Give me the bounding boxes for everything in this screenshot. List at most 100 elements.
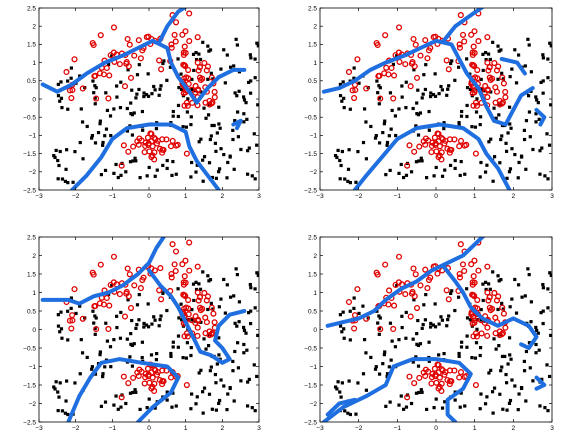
red-point: [496, 101, 503, 108]
red-point: [138, 137, 145, 144]
black-point: [397, 107, 401, 111]
red-point: [469, 49, 476, 56]
black-point: [485, 163, 489, 167]
y-tick-label: −0.5: [304, 115, 317, 122]
black-point: [440, 174, 445, 178]
black-point: [101, 372, 105, 376]
black-point: [535, 328, 539, 333]
black-point: [233, 91, 237, 95]
black-point: [137, 63, 141, 67]
black-point: [217, 401, 221, 406]
red-point: [131, 282, 138, 289]
black-point: [80, 120, 85, 124]
black-point: [546, 177, 550, 181]
black-point: [235, 273, 239, 277]
red-point: [183, 150, 190, 157]
black-point: [152, 315, 156, 319]
black-point: [244, 331, 248, 335]
black-point: [387, 134, 391, 138]
black-point: [465, 114, 469, 119]
red-point: [422, 372, 429, 380]
black-point: [201, 158, 205, 162]
black-point: [140, 340, 145, 344]
black-point: [206, 113, 211, 117]
black-point: [483, 170, 488, 174]
x-tick-label: 0: [147, 193, 151, 200]
black-point: [487, 371, 491, 375]
black-point: [228, 385, 232, 390]
black-point: [231, 369, 235, 373]
black-point: [431, 323, 436, 327]
black-point: [549, 44, 552, 48]
decision-boundary: [321, 357, 473, 422]
black-point: [213, 141, 218, 145]
red-point: [377, 95, 384, 102]
black-point: [225, 283, 229, 287]
black-point: [90, 367, 94, 371]
black-point: [432, 174, 436, 178]
black-point: [415, 101, 419, 105]
black-point: [501, 307, 505, 311]
red-point: [413, 74, 421, 81]
black-point: [79, 107, 83, 111]
red-point: [156, 145, 163, 152]
black-point: [69, 66, 73, 70]
red-point: [474, 66, 481, 74]
black-point: [248, 282, 252, 287]
black-point: [235, 43, 239, 47]
red-point: [211, 94, 218, 101]
decision-boundary: [441, 8, 485, 43]
black-point: [222, 152, 226, 157]
red-point: [475, 38, 482, 45]
y-tick-label: 0.5: [308, 308, 317, 315]
black-point: [131, 159, 135, 163]
black-point: [361, 140, 366, 145]
red-point: [428, 380, 435, 387]
black-point: [119, 173, 123, 177]
black-point: [198, 287, 203, 291]
red-point: [474, 297, 481, 304]
red-point: [471, 89, 478, 96]
black-point: [94, 86, 98, 90]
black-point: [219, 147, 223, 151]
red-point: [156, 287, 163, 294]
black-point: [176, 287, 180, 291]
red-point: [395, 49, 402, 56]
red-point: [485, 67, 492, 74]
black-point: [146, 302, 150, 306]
black-point: [125, 106, 129, 111]
black-point: [190, 392, 194, 396]
black-point: [390, 108, 394, 113]
black-point: [470, 356, 474, 360]
black-point: [505, 176, 509, 180]
black-point: [93, 327, 97, 331]
black-point: [424, 63, 428, 67]
black-point: [382, 122, 386, 126]
black-point: [233, 119, 237, 123]
black-point: [369, 355, 373, 360]
decision-boundary: [352, 122, 512, 190]
black-point: [177, 86, 181, 90]
black-point: [481, 298, 485, 303]
black-point: [63, 179, 68, 183]
black-point: [214, 149, 218, 153]
black-point: [206, 274, 210, 278]
black-point: [485, 395, 489, 399]
black-point: [103, 400, 108, 404]
black-point: [60, 106, 64, 110]
black-point: [352, 76, 356, 80]
black-point: [487, 140, 491, 144]
red-point: [408, 290, 416, 297]
red-point: [463, 141, 470, 148]
black-point: [522, 359, 526, 364]
y-tick-label: −2: [310, 401, 318, 408]
black-point: [195, 395, 199, 399]
red-point: [144, 134, 151, 141]
red-point: [92, 72, 99, 79]
black-point: [108, 114, 113, 118]
black-point: [499, 278, 503, 282]
red-point: [116, 61, 123, 68]
red-point: [471, 257, 478, 264]
black-point: [189, 122, 193, 127]
black-point: [527, 43, 531, 47]
